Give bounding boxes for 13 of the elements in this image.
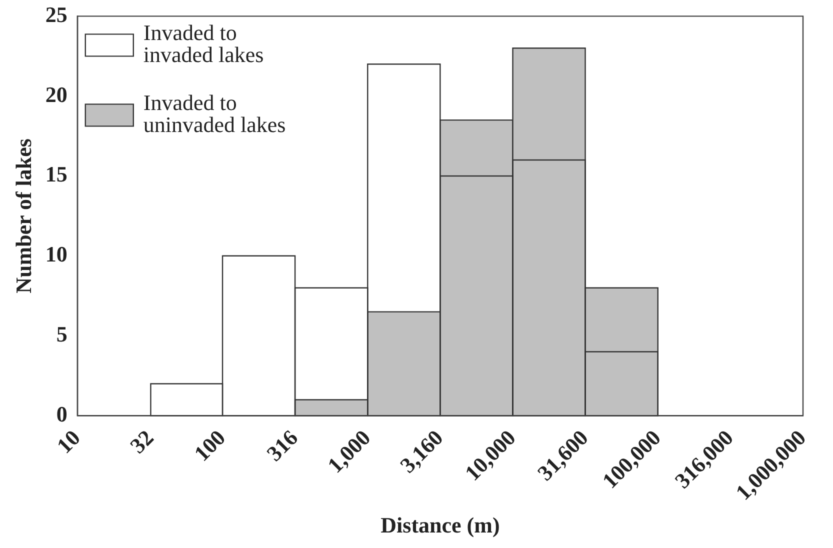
- y-tick-label: 0: [56, 401, 68, 426]
- y-tick-label: 20: [45, 82, 68, 107]
- x-tick-label: 100: [189, 424, 230, 466]
- y-tick-label: 10: [45, 242, 68, 267]
- y-tick-label: 25: [45, 2, 68, 27]
- legend-label: Invaded to invaded lakes: [143, 20, 264, 67]
- legend-label: Invaded to uninvaded lakes: [143, 90, 286, 137]
- x-axis-title: Distance (m): [380, 512, 500, 538]
- x-tick-label: 32: [125, 424, 158, 458]
- y-tick-label: 15: [45, 162, 68, 187]
- x-tick-label: 316: [262, 424, 303, 466]
- y-axis-title: Number of lakes: [10, 138, 36, 294]
- y-tick-label: 5: [56, 321, 68, 346]
